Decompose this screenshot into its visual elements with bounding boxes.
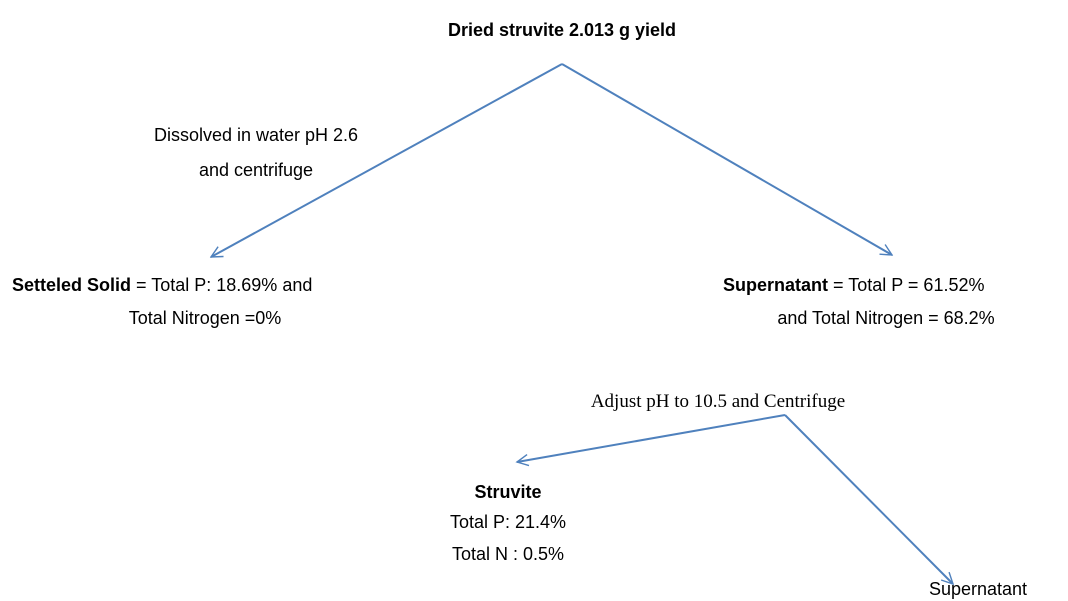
node-heading: Struvite (474, 482, 542, 502)
node-text: = Total P = 61.52% (833, 275, 985, 295)
node-text: = Total P: 18.69% and (136, 275, 313, 295)
node-line: Supernatant = Total P = 61.52% (723, 274, 984, 296)
node-heading: Setteled Solid (12, 275, 132, 295)
node-text: Total N : 0.5% (451, 544, 565, 564)
edge-label: Adjust pH to 10.5 and Centrifuge (590, 391, 846, 412)
title: Dried struvite 2.013 g yield (447, 20, 677, 40)
arrow (517, 414, 786, 462)
edge-label: and centrifuge (198, 160, 314, 180)
node-text: Total Nitrogen =0% (128, 308, 282, 328)
node-heading: Supernatant (723, 275, 829, 295)
node-text: Total P: 21.4% (449, 512, 567, 532)
node-text: and Total Nitrogen = 68.2% (777, 308, 995, 328)
node-heading: Supernatant (928, 579, 1028, 599)
edge-label: Dissolved in water pH 2.6 (153, 125, 359, 145)
arrow (211, 63, 563, 258)
node-line: Setteled Solid = Total P: 18.69% and (12, 274, 312, 296)
arrow (784, 414, 953, 584)
arrow (561, 63, 892, 256)
